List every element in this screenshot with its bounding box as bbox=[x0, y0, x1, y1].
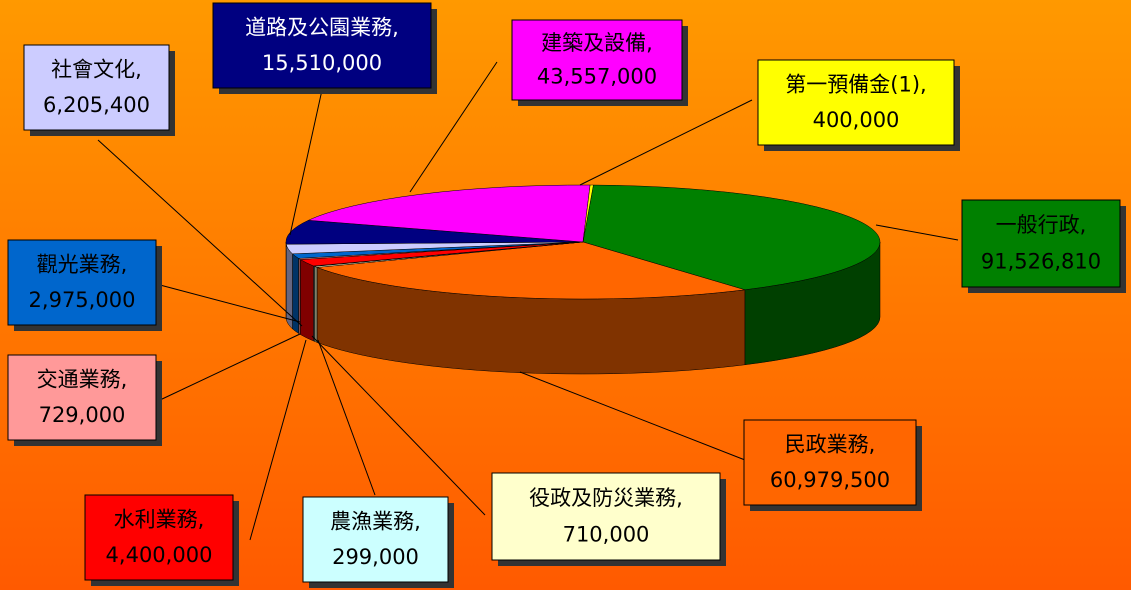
label-box bbox=[757, 59, 955, 146]
label-name: 第一預備金(1), bbox=[785, 73, 926, 97]
label-box bbox=[491, 472, 721, 561]
label-name: 社會文化, bbox=[51, 58, 142, 82]
label-value: 91,526,810 bbox=[981, 250, 1101, 274]
label-box bbox=[511, 19, 683, 101]
label-value: 729,000 bbox=[39, 403, 126, 427]
slice bbox=[582, 184, 594, 243]
label-name: 建築及設備, bbox=[541, 31, 653, 55]
label-value: 60,979,500 bbox=[770, 468, 890, 492]
leader-line bbox=[519, 371, 746, 461]
labels: 一般行政, 91,526,810 民政業務, 60,979,500 役政及防災業務, 71… bbox=[7, 2, 1126, 588]
leader-line bbox=[875, 224, 959, 241]
leader-line bbox=[159, 284, 301, 323]
label-box bbox=[7, 354, 157, 441]
leader-line bbox=[97, 139, 303, 327]
slice-side bbox=[314, 266, 318, 343]
leader-line bbox=[249, 339, 307, 541]
label-box bbox=[743, 419, 917, 506]
label-value: 2,975,000 bbox=[29, 288, 136, 312]
label-name: 交通業務, bbox=[37, 368, 128, 392]
label-name: 一般行政, bbox=[996, 213, 1087, 237]
label-value: 15,510,000 bbox=[262, 51, 382, 75]
label-box bbox=[212, 2, 432, 89]
label-name: 水利業務, bbox=[114, 508, 205, 532]
leader-line bbox=[159, 333, 301, 401]
label-value: 43,557,000 bbox=[537, 65, 657, 89]
label-value: 4,400,000 bbox=[106, 543, 213, 567]
label-value: 299,000 bbox=[332, 545, 419, 569]
leader-line bbox=[289, 89, 323, 236]
slice bbox=[316, 241, 745, 300]
label-value: 400,000 bbox=[813, 108, 900, 132]
leader-line bbox=[579, 99, 753, 186]
slice-side bbox=[300, 259, 314, 342]
pie bbox=[285, 184, 881, 375]
label-box bbox=[961, 199, 1121, 288]
slice bbox=[307, 184, 591, 243]
label-box bbox=[84, 494, 234, 581]
leader-line bbox=[317, 339, 376, 496]
label-box bbox=[7, 239, 157, 326]
label-value: 710,000 bbox=[563, 523, 650, 547]
label-box bbox=[302, 496, 449, 583]
leader-line bbox=[311, 335, 486, 516]
label-name: 道路及公園業務, bbox=[245, 16, 399, 40]
label-value: 6,205,400 bbox=[43, 93, 150, 117]
label-name: 農漁業務, bbox=[330, 510, 421, 534]
slice bbox=[582, 184, 881, 291]
label-name: 役政及防災業務, bbox=[529, 486, 683, 510]
label-name: 觀光業務, bbox=[37, 253, 128, 277]
label-name: 民政業務, bbox=[785, 433, 876, 457]
label-box bbox=[23, 44, 170, 131]
leader-line bbox=[409, 61, 498, 193]
